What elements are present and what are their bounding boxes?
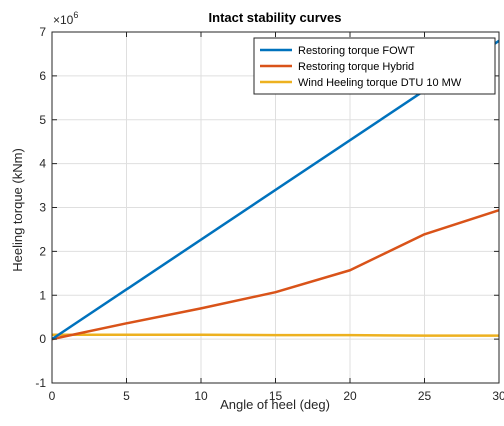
legend-entry-label: Restoring torque Hybrid: [298, 61, 414, 73]
y-tick-label: 7: [39, 25, 46, 39]
y-exponent-power: 6: [73, 10, 78, 20]
series-line: [52, 333, 499, 337]
x-tick-label: 15: [269, 389, 283, 403]
x-tick-label: 0: [49, 389, 56, 403]
y-exponent-multiplier: ×106: [53, 10, 78, 27]
y-tick-label: 6: [39, 69, 46, 83]
x-tick-label: 25: [418, 389, 432, 403]
y-tick-label: 2: [39, 244, 46, 258]
chart-title: Intact stability curves: [209, 10, 342, 25]
legend: Restoring torque FOWT Restoring torque Hy…: [253, 37, 496, 95]
y-tick-label: 3: [39, 201, 46, 215]
y-axis-label: Heeling torque (kNm): [10, 148, 25, 272]
x-tick-label: 10: [194, 389, 208, 403]
legend-entry-label: Restoring torque FOWT: [298, 45, 415, 57]
x-tick-label: 30: [492, 389, 504, 403]
x-axis-label: Angle of heel (deg): [220, 397, 330, 412]
y-tick-label: 1: [39, 288, 46, 302]
legend-box: [253, 37, 496, 95]
y-tick-label: 5: [39, 113, 46, 127]
y-tick-label: 4: [39, 157, 46, 171]
x-tick-label: 20: [343, 389, 357, 403]
series-line: [51, 208, 500, 341]
y-exponent-base: ×10: [53, 13, 74, 27]
y-tick-label: -1: [35, 376, 46, 390]
x-tick-label: 5: [123, 389, 130, 403]
legend-entry-label: Wind Heeling torque DTU 10 MW: [298, 77, 462, 89]
y-tick-label: 0: [39, 332, 46, 346]
